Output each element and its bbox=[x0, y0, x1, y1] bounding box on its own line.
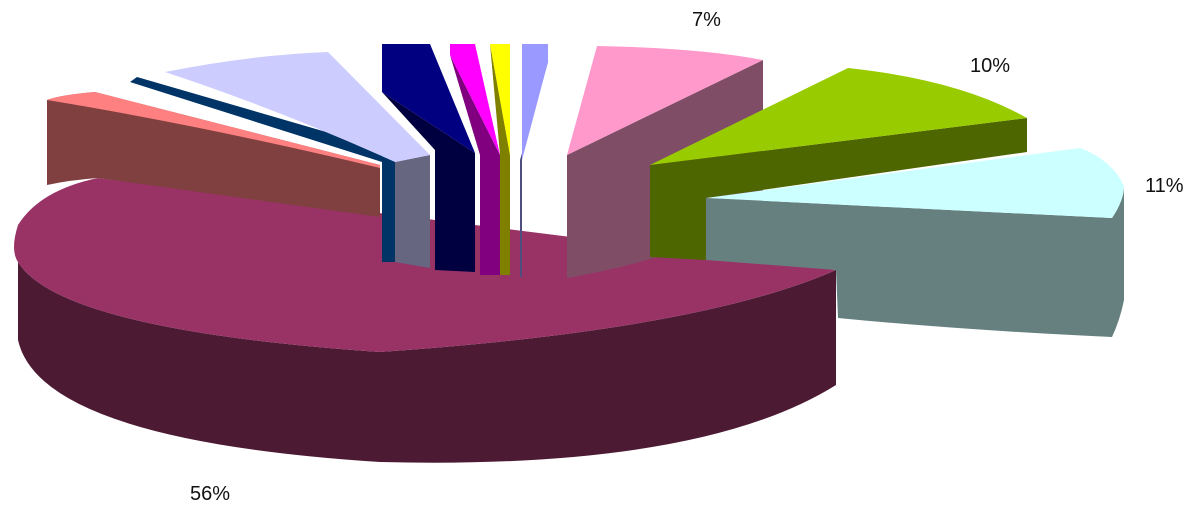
slice-8-top bbox=[567, 46, 763, 155]
slice-5-top bbox=[450, 44, 500, 155]
label-7-percent: 7% bbox=[692, 9, 721, 31]
slice-3-top bbox=[165, 52, 430, 162]
slice-7 bbox=[520, 44, 548, 277]
slice-1 bbox=[47, 92, 380, 217]
slice-9 bbox=[650, 68, 1027, 260]
slice-9-top bbox=[650, 68, 1027, 165]
label-56-percent: 56% bbox=[190, 483, 230, 505]
slice-7-top bbox=[522, 44, 548, 160]
slice-10 bbox=[706, 148, 1124, 337]
slice-3-side bbox=[395, 155, 430, 268]
slice-10-side-right bbox=[1112, 186, 1124, 337]
label-10-percent: 10% bbox=[970, 55, 1010, 77]
slice-3 bbox=[165, 52, 430, 268]
slice-2-side bbox=[130, 77, 395, 262]
slice-4 bbox=[382, 44, 475, 272]
slice-6-side bbox=[490, 44, 510, 275]
slice-5 bbox=[450, 44, 500, 275]
slice-4-side bbox=[382, 92, 475, 272]
slice-6 bbox=[490, 44, 510, 275]
slice-2 bbox=[130, 77, 395, 262]
slice-9-side bbox=[650, 118, 1027, 260]
slice-0-side bbox=[18, 262, 836, 463]
slice-1-top bbox=[47, 92, 380, 168]
slice-1-side bbox=[47, 92, 380, 217]
slice-5-side bbox=[450, 55, 500, 275]
slice-6-top bbox=[490, 44, 510, 155]
slice-4-top bbox=[382, 44, 475, 153]
slice-10-side bbox=[706, 198, 1112, 337]
label-11-percent: 11% bbox=[1145, 175, 1184, 197]
slice-10-top bbox=[706, 148, 1124, 218]
